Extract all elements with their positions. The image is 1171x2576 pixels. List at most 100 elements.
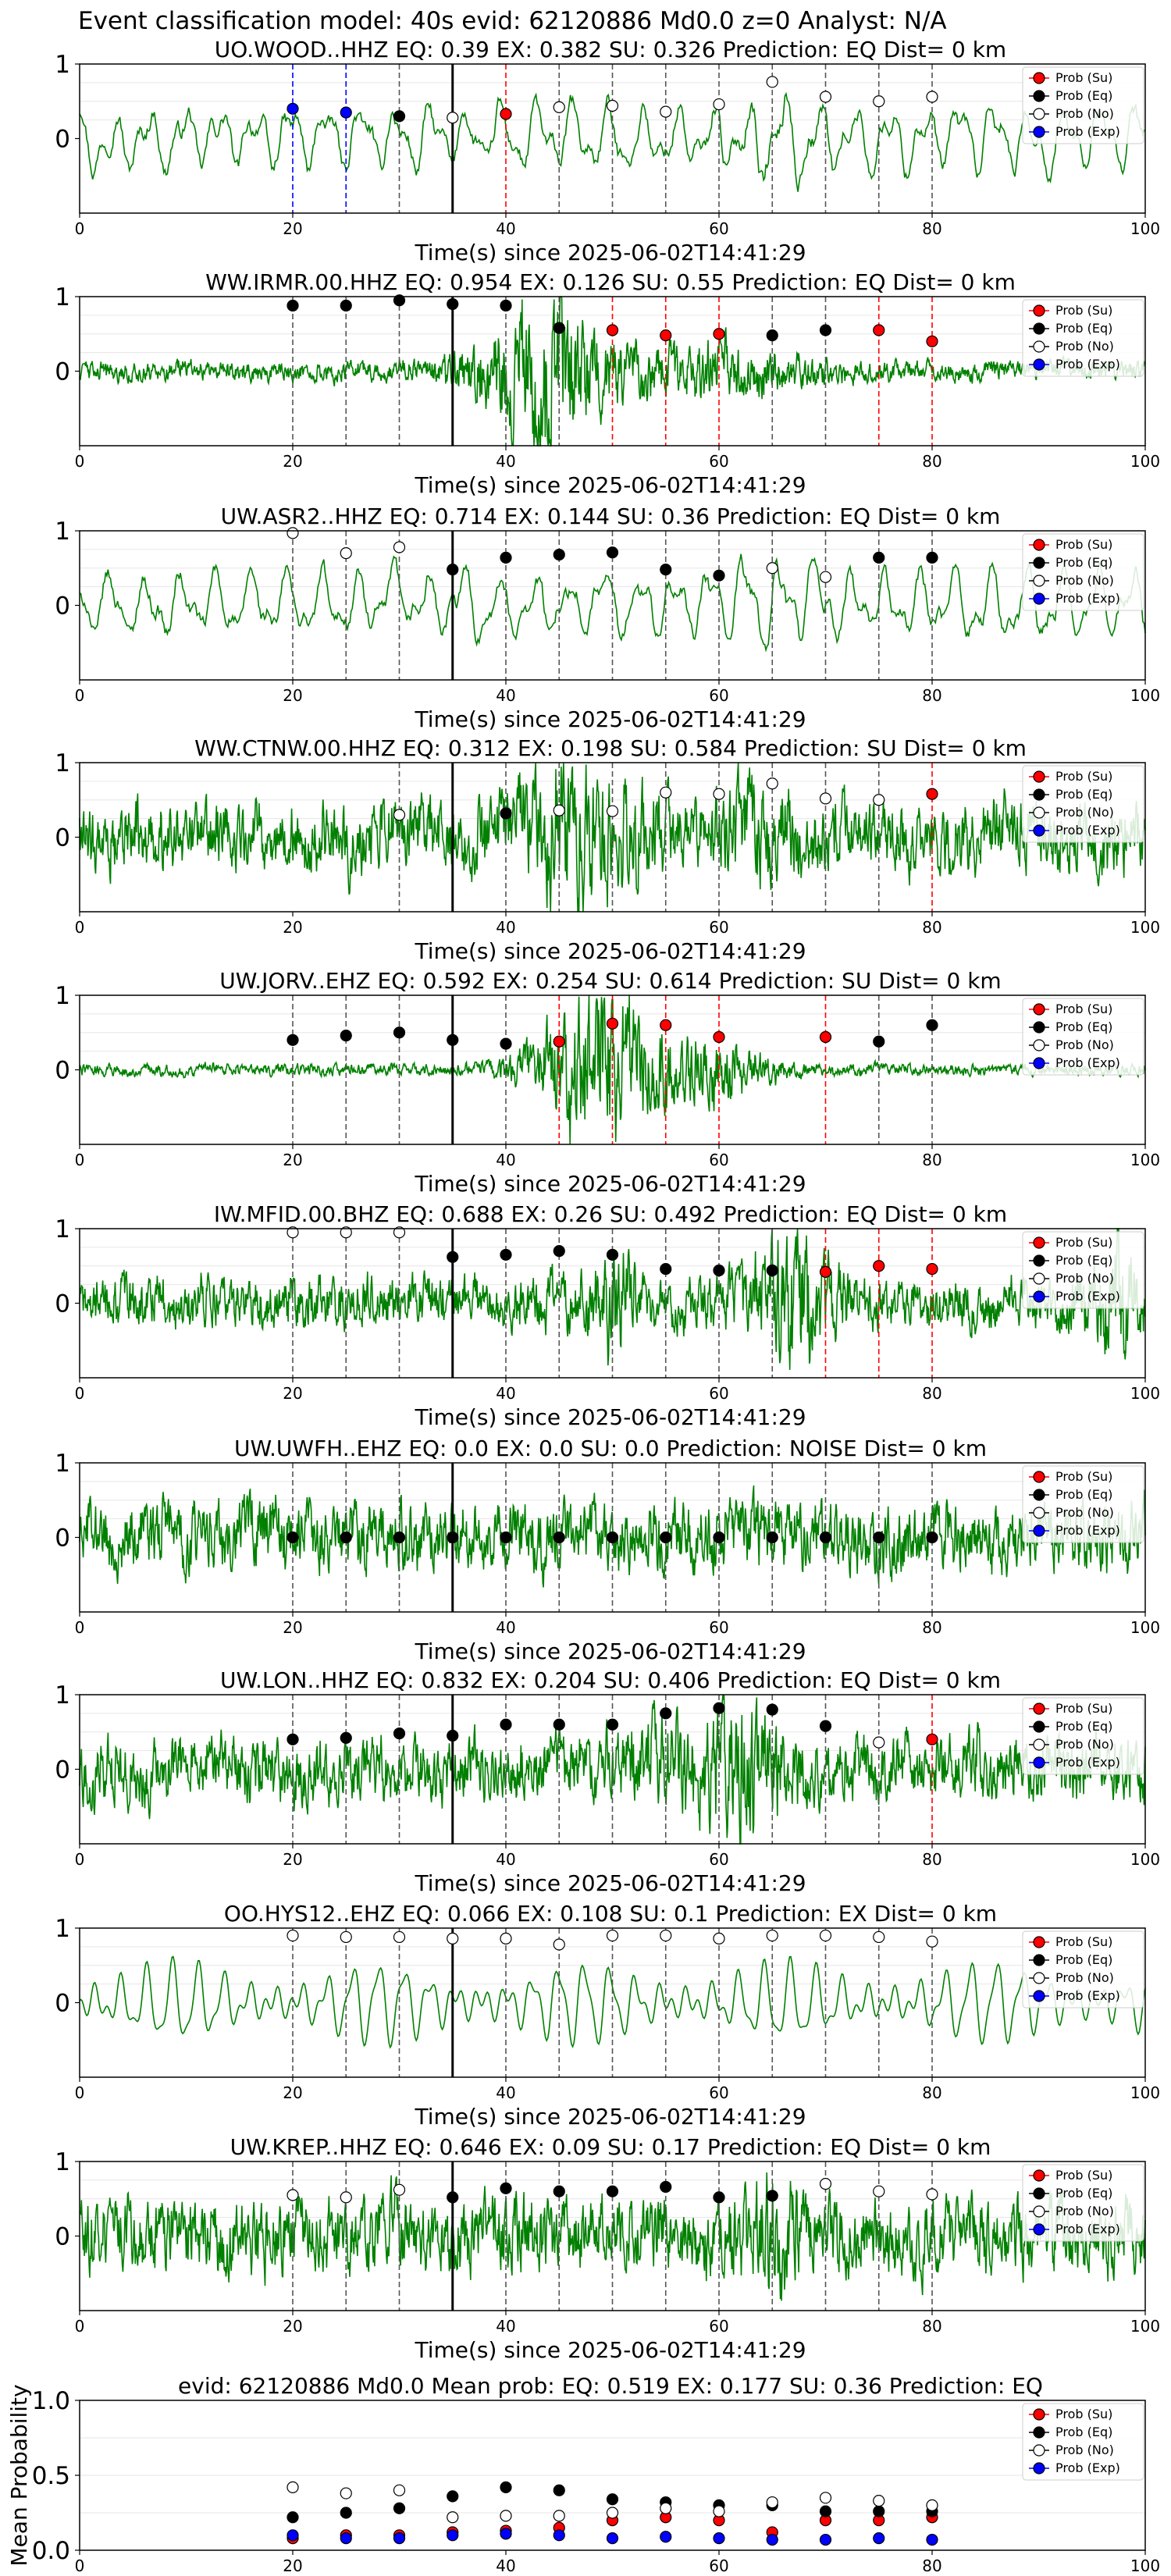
mean-panel-ytick-label: 0.5 xyxy=(32,2462,70,2490)
panel-2-ytick-label: 1 xyxy=(55,283,70,311)
panel-10-prob-marker-eq xyxy=(660,2180,672,2194)
mean-prob-marker-no xyxy=(660,2502,672,2514)
panel-9-prob-marker-no xyxy=(766,1929,778,1942)
panel-6: IW.MFID.00.BHZ EQ: 0.688 EX: 0.26 SU: 0.… xyxy=(55,1201,1160,1430)
panel-1-legend-marker-su xyxy=(1033,72,1045,84)
panel-10-title: UW.KREP..HHZ EQ: 0.646 EX: 0.09 SU: 0.17… xyxy=(230,2134,991,2160)
panel-7-prob-marker-eq xyxy=(819,1531,832,1544)
panel-3-legend-label-exp: Prob (Exp) xyxy=(1055,591,1120,606)
mean-panel-title: evid: 62120886 Md0.0 Mean prob: EQ: 0.51… xyxy=(178,2373,1043,2399)
panel-5-ytick-label: 0 xyxy=(55,1057,70,1085)
panel-6-prob-marker-su xyxy=(926,1262,938,1276)
panel-10-prob-marker-no xyxy=(873,2185,885,2197)
panel-1-xtick-label: 60 xyxy=(709,219,728,238)
panel-7-xtick-label: 40 xyxy=(496,1618,515,1637)
panel-5-xtick-label: 80 xyxy=(922,1151,941,1169)
mean-panel-xtick-label: 80 xyxy=(922,2556,941,2575)
mean-panel-legend-label-eq: Prob (Eq) xyxy=(1055,2425,1112,2439)
panel-1-prob-marker-no xyxy=(873,95,885,108)
panel-3-xlabel: Time(s) since 2025-06-02T14:41:29 xyxy=(414,706,806,732)
mean-prob-marker-eq xyxy=(819,2505,832,2517)
panel-4-legend-marker-su xyxy=(1033,770,1045,783)
panel-5-xtick-label: 100 xyxy=(1130,1151,1160,1169)
panel-4-xtick-label: 20 xyxy=(283,918,302,937)
panel-7-legend-box xyxy=(1022,1465,1144,1543)
panel-5-prob-marker-eq xyxy=(447,1034,459,1046)
panel-2: WW.IRMR.00.HHZ EQ: 0.954 EX: 0.126 SU: 0… xyxy=(55,269,1160,498)
mean-prob-marker-exp xyxy=(287,2529,299,2542)
panel-10-legend-marker-eq xyxy=(1033,2187,1045,2200)
panel-6-xlabel: Time(s) since 2025-06-02T14:41:29 xyxy=(414,1404,806,1430)
panel-5-legend-label-eq: Prob (Eq) xyxy=(1055,1019,1112,1034)
panel-6-prob-marker-su xyxy=(819,1265,832,1278)
panel-1: UO.WOOD..HHZ EQ: 0.39 EX: 0.382 SU: 0.32… xyxy=(55,37,1160,265)
panel-4-title: WW.CTNW.00.HHZ EQ: 0.312 EX: 0.198 SU: 0… xyxy=(194,735,1027,761)
panel-5-prob-marker-su xyxy=(606,1017,619,1030)
panel-9-legend-label-su: Prob (Su) xyxy=(1055,1934,1112,1949)
panel-6-prob-marker-eq xyxy=(447,1251,459,1263)
panel-5-legend-box xyxy=(1022,998,1144,1076)
panel-8-legend-label-exp: Prob (Exp) xyxy=(1055,1755,1120,1770)
panel-5-xtick-label: 20 xyxy=(283,1151,302,1169)
panel-5-prob-marker-su xyxy=(553,1035,565,1048)
panel-1-prob-marker-no xyxy=(447,112,459,124)
panel-4-xtick-label: 80 xyxy=(922,918,941,937)
panel-6-xtick-label: 0 xyxy=(75,1384,85,1403)
panel-4-legend-marker-eq xyxy=(1033,788,1045,801)
panel-4-legend-label-exp: Prob (Exp) xyxy=(1055,823,1120,838)
panel-6-legend-marker-no xyxy=(1033,1272,1045,1285)
panel-3-prob-marker-eq xyxy=(447,564,459,576)
panel-9-prob-marker-no xyxy=(926,1935,938,1948)
panel-4-ytick-label: 1 xyxy=(55,749,70,777)
panel-2-legend-marker-eq xyxy=(1033,322,1045,335)
panel-2-prob-marker-eq xyxy=(393,294,406,307)
panel-1-legend-label-no: Prob (No) xyxy=(1055,106,1114,121)
panel-6-prob-marker-eq xyxy=(500,1248,512,1261)
panel-6-ytick-label: 0 xyxy=(55,1290,70,1318)
panel-9-prob-marker-no xyxy=(500,1932,512,1944)
panel-10-prob-marker-eq xyxy=(766,2190,778,2202)
panel-3-xtick-label: 80 xyxy=(922,686,941,705)
panel-10-legend-box xyxy=(1022,2164,1144,2242)
panel-8-prob-marker-eq xyxy=(553,1718,565,1731)
mean-prob-marker-eq xyxy=(340,2507,352,2519)
panel-5-legend-marker-no xyxy=(1033,1039,1045,1051)
panel-1-legend-label-exp: Prob (Exp) xyxy=(1055,124,1120,139)
mean-prob-marker-no xyxy=(873,2495,885,2507)
panel-4-prob-marker-eq xyxy=(500,807,512,820)
panel-9-xtick-label: 40 xyxy=(496,2083,515,2102)
panel-8-prob-marker-eq xyxy=(660,1707,672,1720)
panel-7-prob-marker-eq xyxy=(926,1531,938,1544)
panel-10-prob-marker-eq xyxy=(447,2191,459,2204)
mean-prob-marker-no xyxy=(287,2481,299,2493)
panel-1-prob-marker-exp xyxy=(287,102,299,115)
panel-8-legend-marker-no xyxy=(1033,1738,1045,1751)
panel-10-legend-label-no: Prob (No) xyxy=(1055,2204,1114,2218)
panel-3-prob-marker-no xyxy=(393,541,406,553)
panel-1-title: UO.WOOD..HHZ EQ: 0.39 EX: 0.382 SU: 0.32… xyxy=(215,37,1006,62)
panel-7-prob-marker-eq xyxy=(873,1531,885,1544)
panel-3-legend-label-no: Prob (No) xyxy=(1055,573,1114,588)
panel-2-legend-label-no: Prob (No) xyxy=(1055,339,1114,354)
mean-prob-marker-exp xyxy=(873,2532,885,2545)
panel-9-waveform xyxy=(79,1955,1146,2049)
panel-6-xtick-label: 80 xyxy=(922,1384,941,1403)
mean-panel-xtick-label: 60 xyxy=(709,2556,728,2575)
panel-1-legend-marker-no xyxy=(1033,108,1045,120)
panel-3-prob-marker-eq xyxy=(606,546,619,559)
panel-4-xlabel: Time(s) since 2025-06-02T14:41:29 xyxy=(414,938,806,964)
panel-7-legend-label-no: Prob (No) xyxy=(1055,1505,1114,1520)
panel-9-xtick-label: 100 xyxy=(1130,2083,1160,2102)
panel-1-xlabel: Time(s) since 2025-06-02T14:41:29 xyxy=(414,240,806,265)
panel-8-prob-marker-su xyxy=(926,1733,938,1745)
panel-7-legend-marker-eq xyxy=(1033,1489,1045,1501)
panel-2-legend-label-exp: Prob (Exp) xyxy=(1055,357,1120,372)
panel-3-prob-marker-eq xyxy=(926,551,938,564)
panel-10-xtick-label: 100 xyxy=(1130,2317,1160,2336)
panel-7-legend-label-exp: Prob (Exp) xyxy=(1055,1523,1120,1538)
panel-10-legend-marker-no xyxy=(1033,2205,1045,2218)
panel-5-xtick-label: 60 xyxy=(709,1151,728,1169)
panel-2-prob-marker-su xyxy=(926,335,938,347)
